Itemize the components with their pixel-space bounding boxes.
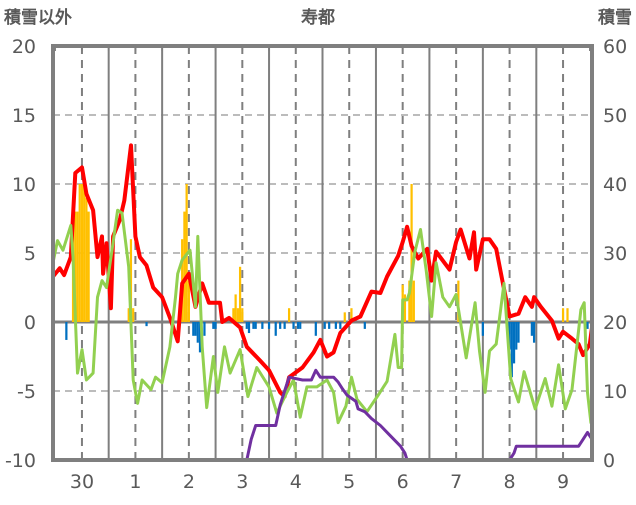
- left-tick-label: -10: [5, 450, 36, 472]
- blue-bars-bar: [530, 322, 533, 336]
- orange-bars-bar: [412, 280, 415, 322]
- blue-bars-bar: [363, 322, 366, 329]
- blue-bars-bar: [267, 322, 271, 329]
- orange-bars-bar: [78, 184, 81, 322]
- blue-bars-bar: [252, 322, 255, 329]
- x-tick-label: 8: [504, 471, 516, 493]
- orange-bars-bar: [241, 308, 244, 322]
- series-lines: [51, 143, 594, 462]
- blue-bars-bar: [299, 322, 302, 329]
- blue-bars-bar: [334, 322, 337, 329]
- blue-bars-bar: [247, 322, 251, 334]
- left-axis-label: 積雪以外: [4, 7, 72, 28]
- orange-bars-bar: [343, 312, 346, 322]
- orange-bars-bar: [80, 184, 84, 322]
- orange-bars-bar: [238, 266, 242, 322]
- purple-line: [53, 368, 594, 462]
- blue-bars-bar: [517, 322, 520, 343]
- gridlines: [53, 46, 592, 460]
- orange-bars-bar: [232, 308, 235, 322]
- orange-bars-bar: [234, 294, 237, 322]
- x-tick-label: 2: [183, 471, 195, 493]
- orange-bars-bar: [561, 308, 565, 322]
- blue-bars-bar: [586, 322, 589, 329]
- bars: [65, 184, 589, 378]
- orange-bars-bar: [236, 308, 239, 322]
- blue-bars-bar: [283, 322, 286, 329]
- blue-bars-bar: [274, 322, 277, 336]
- orange-bars-bar: [87, 211, 90, 322]
- blue-bars-bar: [323, 322, 326, 329]
- blue-bars-bar: [314, 322, 317, 336]
- green-line: [51, 208, 594, 425]
- blue-bars-bar: [508, 322, 511, 350]
- left-tick-label: 20: [12, 36, 36, 58]
- left-tick-label: 5: [24, 243, 36, 265]
- blue-bars-bar: [145, 322, 148, 327]
- orange-bars-bar: [127, 308, 130, 322]
- orange-bars-bar: [287, 308, 291, 322]
- right-tick-label: 30: [603, 243, 627, 265]
- blue-bars-bar: [292, 322, 295, 329]
- right-tick-label: 10: [603, 381, 627, 403]
- x-tick-label: 9: [557, 471, 569, 493]
- x-tick-label: 4: [290, 471, 302, 493]
- blue-bars-bar: [328, 322, 331, 329]
- left-tick-label: 10: [12, 174, 36, 196]
- right-tick-label: 40: [603, 174, 627, 196]
- x-tick-label: 5: [343, 471, 355, 493]
- x-tick-label: 1: [129, 471, 141, 493]
- blue-bars-bar: [532, 322, 536, 343]
- orange-bars-bar: [74, 211, 77, 322]
- right-tick-label: 50: [603, 105, 627, 127]
- blue-bars-bar: [245, 322, 248, 329]
- orange-bars-bar: [129, 239, 133, 322]
- x-tick-label: 6: [397, 471, 409, 493]
- left-tick-label: -5: [17, 381, 36, 403]
- blue-bars-bar: [296, 322, 300, 329]
- plot-frame: [51, 44, 594, 462]
- blue-bars-bar: [196, 322, 199, 343]
- orange-bars-bar: [408, 280, 411, 322]
- x-tick-label: 7: [450, 471, 462, 493]
- orange-bars-bar: [350, 308, 353, 322]
- blue-bars-bar: [214, 322, 217, 329]
- blue-bars-bar: [203, 322, 206, 336]
- blue-bars-bar: [481, 322, 484, 336]
- orange-bars-bar: [83, 184, 86, 322]
- blue-bars-bar: [512, 322, 516, 364]
- blue-bars-bar: [510, 322, 513, 378]
- blue-bars-bar: [339, 322, 342, 329]
- chart-title: 寿都: [301, 7, 335, 28]
- right-tick-label: 60: [603, 36, 627, 58]
- blue-bars-bar: [261, 322, 264, 329]
- blue-bars-bar: [212, 322, 215, 329]
- blue-bars-bar: [198, 322, 202, 353]
- orange-bars-bar: [403, 294, 407, 322]
- blue-bars-bar: [515, 322, 518, 350]
- orange-bars-bar: [76, 211, 79, 322]
- right-tick-label: 0: [603, 450, 615, 472]
- left-tick-label: 15: [12, 105, 36, 127]
- right-axis-label: 積雪: [598, 7, 632, 28]
- orange-bars-bar: [132, 308, 135, 322]
- blue-bars-bar: [65, 322, 68, 340]
- orange-bars-bar: [187, 280, 190, 322]
- orange-bars-bar: [566, 308, 569, 322]
- blue-bars-bar: [194, 322, 197, 336]
- blue-bars-bar: [279, 322, 282, 329]
- orange-bars-bar: [85, 197, 88, 322]
- right-tick-label: 20: [603, 312, 627, 334]
- x-tick-label: 30: [70, 471, 94, 493]
- left-tick-label: 0: [24, 312, 36, 334]
- orange-bars-bar: [410, 184, 413, 322]
- blue-bars-bar: [254, 322, 257, 329]
- blue-bars-bar: [192, 322, 195, 336]
- orange-bars-bar: [183, 211, 186, 322]
- x-tick-label: 3: [236, 471, 248, 493]
